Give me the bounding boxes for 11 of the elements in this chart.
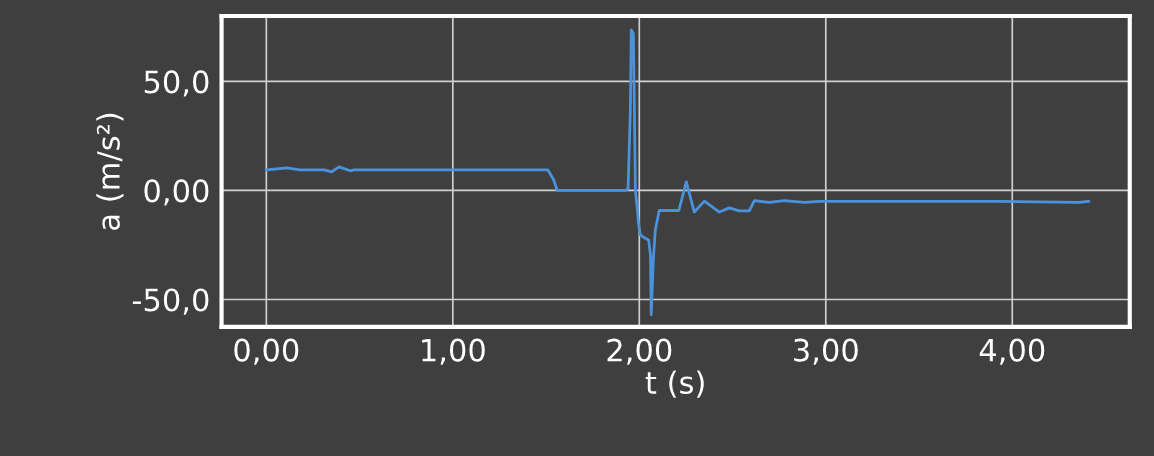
x-tick-label: 0,00 [234,338,299,365]
x-tick-label: 2,00 [607,338,672,365]
y-tick-label: -50,0 [132,288,209,315]
x-axis-title: t (s) [645,370,704,398]
y-axis-title: a (m/s²) [96,113,124,230]
x-tick-label: 3,00 [794,338,858,365]
x-tick-label: 4,00 [979,338,1045,365]
x-tick-label: 1,00 [422,338,485,365]
y-tick-label: 0,00 [144,179,209,206]
y-tick-label: 50,0 [144,70,209,97]
line-series [264,28,1091,317]
